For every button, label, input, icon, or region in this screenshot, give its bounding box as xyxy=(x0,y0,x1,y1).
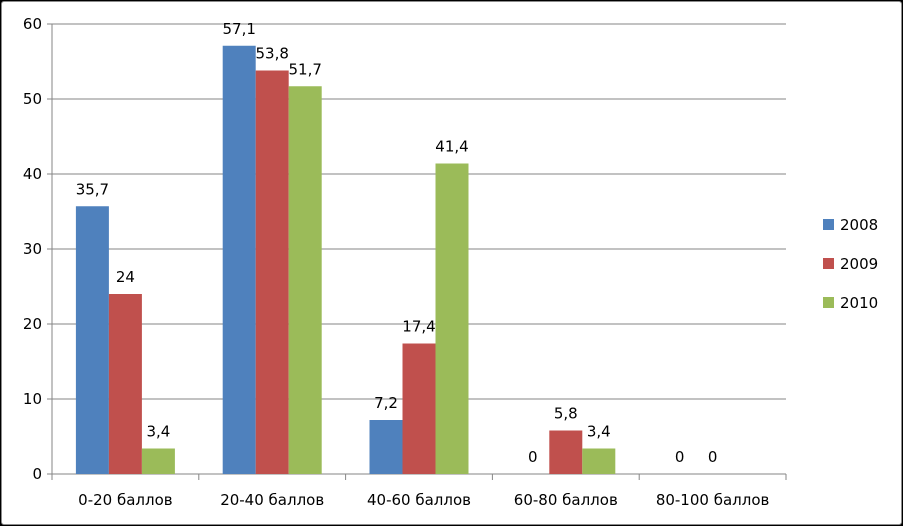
data-label: 51,7 xyxy=(288,60,321,78)
bar-2008 xyxy=(369,420,403,474)
x-tick-label: 20-40 баллов xyxy=(220,491,324,509)
legend-label: 2009 xyxy=(840,255,878,273)
bar-2010 xyxy=(582,448,616,474)
data-label: 24 xyxy=(116,268,135,286)
data-label: 57,1 xyxy=(222,20,255,38)
data-label: 41,4 xyxy=(435,138,468,156)
bar-2009 xyxy=(108,294,142,474)
legend-swatch-2008 xyxy=(823,219,834,230)
bar-2010 xyxy=(288,86,322,474)
data-label: 3,4 xyxy=(146,423,170,441)
bar-2010 xyxy=(141,448,175,474)
x-tick-label: 80-100 баллов xyxy=(656,491,770,509)
bar-2009 xyxy=(402,343,436,474)
y-tick-label: 0 xyxy=(32,465,42,483)
data-label: 5,8 xyxy=(554,405,578,423)
y-tick-label: 50 xyxy=(23,90,42,108)
bar-2009 xyxy=(549,430,583,474)
legend-swatch-2009 xyxy=(823,258,834,269)
data-label: 0 xyxy=(708,448,718,466)
bar-2009 xyxy=(255,70,289,474)
y-tick-label: 30 xyxy=(23,240,42,258)
x-tick-label: 40-60 баллов xyxy=(367,491,471,509)
data-label: 0 xyxy=(675,448,685,466)
y-tick-label: 20 xyxy=(23,315,42,333)
data-label: 17,4 xyxy=(402,318,435,336)
data-label: 3,4 xyxy=(587,423,611,441)
legend-label: 2010 xyxy=(840,294,878,312)
data-label: 0 xyxy=(528,448,538,466)
bar-2008 xyxy=(75,206,109,474)
bar-2008 xyxy=(222,45,256,474)
legend-swatch-2010 xyxy=(823,297,834,308)
data-label: 7,2 xyxy=(374,394,398,412)
legend-label: 2008 xyxy=(840,216,878,234)
y-tick-label: 60 xyxy=(23,15,42,33)
y-tick-label: 10 xyxy=(23,390,42,408)
data-label: 35,7 xyxy=(76,180,109,198)
y-tick-label: 40 xyxy=(23,165,42,183)
x-tick-label: 60-80 баллов xyxy=(514,491,618,509)
x-tick-label: 0-20 баллов xyxy=(78,491,172,509)
bar-2010 xyxy=(435,163,469,474)
data-label: 53,8 xyxy=(255,45,288,63)
